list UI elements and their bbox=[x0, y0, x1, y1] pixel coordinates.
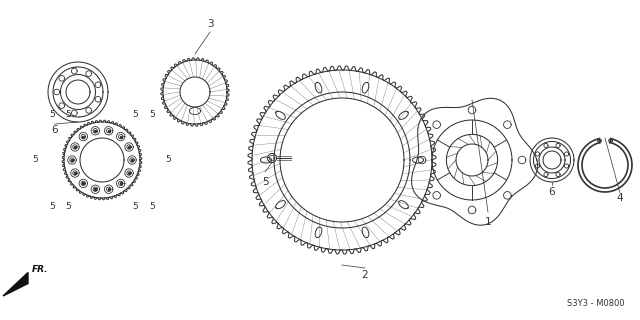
Polygon shape bbox=[3, 273, 28, 296]
Text: S3Y3 - M0800: S3Y3 - M0800 bbox=[568, 299, 625, 308]
Text: 6: 6 bbox=[548, 187, 556, 197]
Text: 3: 3 bbox=[207, 19, 213, 29]
Text: FR.: FR. bbox=[32, 266, 49, 275]
Text: 2: 2 bbox=[362, 270, 368, 280]
Text: 5: 5 bbox=[65, 109, 71, 118]
Text: 5: 5 bbox=[262, 177, 268, 187]
Text: 5: 5 bbox=[132, 109, 138, 118]
Text: 5: 5 bbox=[149, 202, 155, 211]
Text: 4: 4 bbox=[617, 193, 623, 203]
Text: 5: 5 bbox=[49, 202, 55, 211]
Text: 1: 1 bbox=[484, 217, 492, 227]
Text: 6: 6 bbox=[52, 125, 58, 135]
Text: 5: 5 bbox=[132, 202, 138, 211]
Text: 5: 5 bbox=[65, 202, 71, 211]
Text: 5: 5 bbox=[49, 109, 55, 118]
Text: 5: 5 bbox=[149, 109, 155, 118]
Text: 5: 5 bbox=[165, 156, 171, 164]
Text: 5: 5 bbox=[32, 156, 38, 164]
